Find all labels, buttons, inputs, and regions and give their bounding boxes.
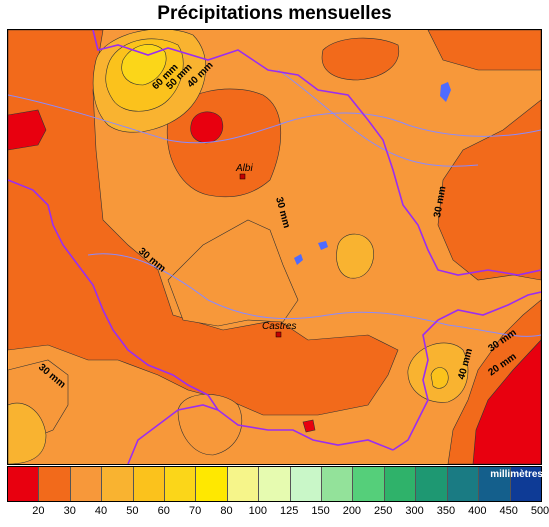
legend-tick-label: 30: [63, 505, 76, 517]
city-label-castres: Castres: [262, 321, 296, 332]
zone-40mm-pocket-center: [167, 219, 299, 327]
dept-border-south: [392, 291, 541, 451]
zone-30mm-northeast: [321, 37, 400, 81]
zone-40mm-south: [177, 394, 243, 456]
zone-50mm-center: [336, 233, 374, 279]
city-marker-albi: [239, 173, 246, 180]
city-marker-castres: [275, 331, 282, 338]
legend-swatch: [447, 467, 480, 501]
lake-2: [294, 254, 303, 265]
legend-swatch: [510, 467, 541, 501]
zone-20mm-west: [8, 109, 47, 151]
legend-tick-label: 100: [248, 505, 267, 517]
legend-swatch: [102, 467, 134, 501]
zone-30mm-topright: [427, 30, 541, 71]
dept-border-southwest: [127, 404, 219, 464]
legend-tick-label: 70: [188, 505, 202, 517]
color-legend: [7, 466, 542, 502]
dept-border-north: [92, 30, 541, 276]
river-tarn: [8, 94, 541, 144]
river-north: [277, 69, 479, 167]
legend-swatch: [227, 467, 260, 501]
legend-tick-label: 200: [342, 505, 362, 517]
isoline-label-30mm-east: 30 mm: [432, 185, 448, 218]
legend-swatch: [39, 467, 71, 501]
legend-swatch: [70, 467, 103, 501]
lake-3: [318, 241, 328, 250]
legend-swatch: [8, 467, 40, 501]
legend-swatch: [259, 467, 291, 501]
legend-tick-label: 20: [32, 505, 45, 517]
legend-tick-label: 40: [94, 505, 108, 517]
legend-tick-label: 50: [126, 505, 139, 517]
zone-20mm-south: [302, 419, 316, 433]
legend-swatch: [479, 467, 511, 501]
zone-30mm-west: [8, 30, 399, 416]
zone-30mm-east: [437, 99, 541, 281]
legend-tick-label: 450: [499, 505, 518, 517]
legend-tick-label: 500: [530, 505, 549, 517]
legend-tick-label: 350: [436, 505, 456, 517]
legend-tick-label: 300: [405, 505, 424, 517]
zone-50mm-southwest: [8, 402, 47, 464]
legend-swatch: [416, 467, 448, 501]
legend-tick-label: 400: [468, 505, 487, 517]
legend-swatch: [353, 467, 385, 501]
river-agout: [87, 253, 541, 337]
page-title: Précipitations mensuelles: [157, 3, 392, 24]
legend-swatch: [384, 467, 417, 501]
legend-unit-label: millimètres: [490, 469, 543, 480]
legend-swatch: [290, 467, 323, 501]
legend-swatch: [196, 467, 228, 501]
legend-swatch: [165, 467, 197, 501]
legend-ticks: 20 30 40 50 60 70 80 100 125 150 200 250 300 350 400 45…: [7, 505, 549, 521]
legend-tick-label: 60: [157, 505, 170, 517]
legend-tick-label: 125: [279, 505, 299, 517]
zone-20mm-north: [190, 111, 224, 144]
legend-tick-label: 80: [220, 505, 233, 517]
city-label-albi: Albi: [235, 163, 253, 174]
legend-tick-label: 250: [374, 505, 393, 517]
zone-60mm-southeast: [430, 367, 449, 389]
zone-20mm-southeast: [472, 339, 541, 464]
precipitation-map: Albi Castres 60 mm 50 mm 40 mm 30 mm 30 …: [7, 29, 542, 465]
legend-tick-label: 150: [311, 505, 330, 517]
zone-70mm-northwest: [121, 44, 167, 86]
legend-swatch: [133, 467, 166, 501]
lake-1: [440, 82, 451, 102]
dept-border-west: [8, 179, 394, 451]
legend-swatch: [322, 467, 354, 501]
